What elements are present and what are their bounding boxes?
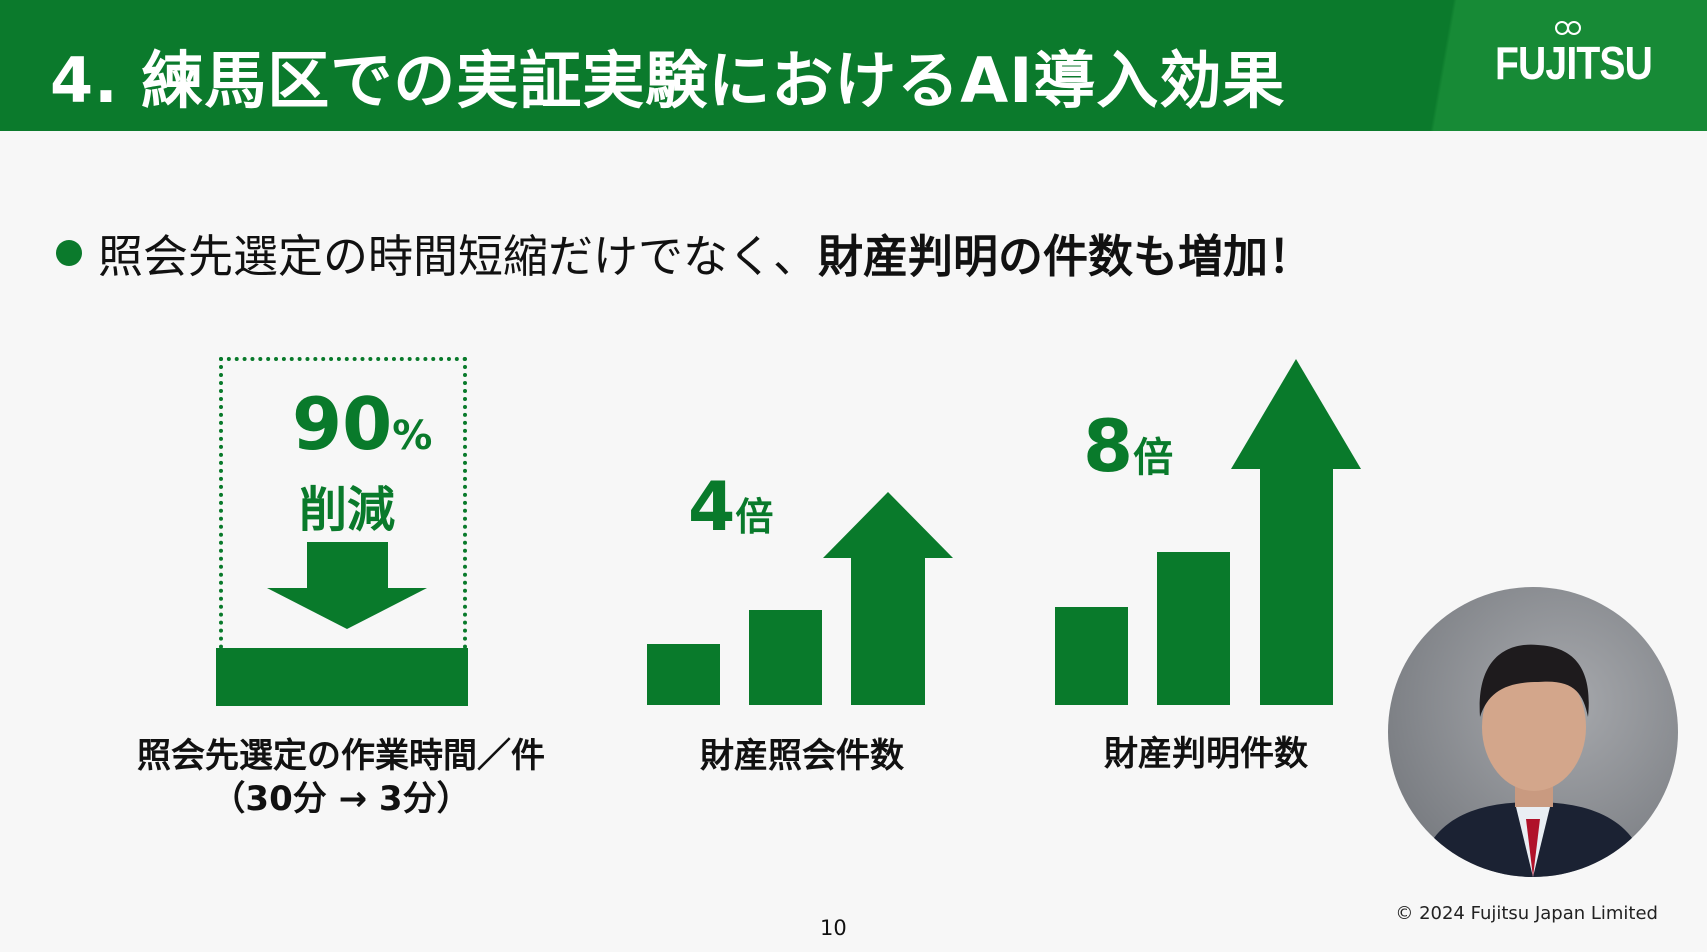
copyright: © 2024 Fujitsu Japan Limited: [1395, 903, 1658, 924]
fujitsu-infinity-icon: [1555, 21, 1581, 35]
metric-label-work-time-detail: （30分 → 3分）: [211, 779, 471, 819]
slide-title: 4. 練馬区での実証実験におけるAI導入効果: [50, 44, 1286, 117]
bullet-point: 照会先選定の時間短縮だけでなく、 財産判明の件数も増加！: [56, 220, 1313, 285]
bar-1: [647, 644, 720, 705]
presenter-video: [1388, 587, 1678, 877]
page-number: 10: [820, 916, 847, 940]
metric-label-work-time: 照会先選定の作業時間／件: [137, 736, 545, 776]
bar-2: [749, 610, 822, 705]
fujitsu-logo: FUJITSU: [1495, 37, 1653, 89]
presenter-avatar-icon: [1418, 644, 1648, 877]
reduction-value: 90%: [292, 382, 433, 466]
bullet-text-bold: 財産判明の件数も増加！: [818, 230, 1314, 283]
bullet-text: 照会先選定の時間短縮だけでなく、: [98, 230, 819, 283]
reduced-bar: [216, 648, 468, 706]
bar-1: [1055, 607, 1128, 705]
bar-2: [1157, 552, 1230, 705]
metric-label-inquiries: 財産照会件数: [700, 736, 904, 776]
bullet-dot-icon: [56, 239, 82, 266]
reduction-sub: 削減: [299, 482, 396, 538]
discovery-multiplier: 8倍: [1083, 404, 1174, 488]
inquiry-multiplier: 4倍: [688, 468, 774, 547]
slide-header: 4. 練馬区での実証実験におけるAI導入効果 FUJITSU: [0, 0, 1707, 131]
metric-label-discoveries: 財産判明件数: [1104, 734, 1308, 774]
